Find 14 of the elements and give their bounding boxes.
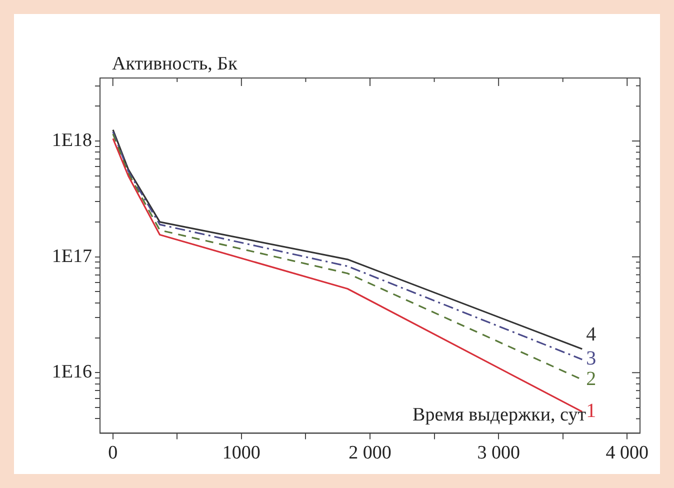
- x-axis-title: Время выдержки, сут: [412, 404, 587, 426]
- y-axis-title: Активность, Бк: [112, 53, 238, 74]
- y-tick-label: 1E16: [52, 362, 92, 383]
- y-tick-label: 1E17: [52, 246, 92, 267]
- series-label: 2: [586, 368, 596, 390]
- x-tick-label: 0: [108, 442, 118, 464]
- x-tick-label: 4 000: [606, 442, 649, 464]
- x-tick-label: 2 000: [348, 442, 392, 464]
- y-tick-label: 1E18: [52, 130, 92, 151]
- series-label: 3: [586, 348, 596, 370]
- x-tick-label: 3 000: [477, 442, 520, 464]
- series-label: 4: [586, 323, 596, 346]
- series-label: 1: [586, 400, 596, 422]
- x-tick-label: 1000: [222, 442, 260, 464]
